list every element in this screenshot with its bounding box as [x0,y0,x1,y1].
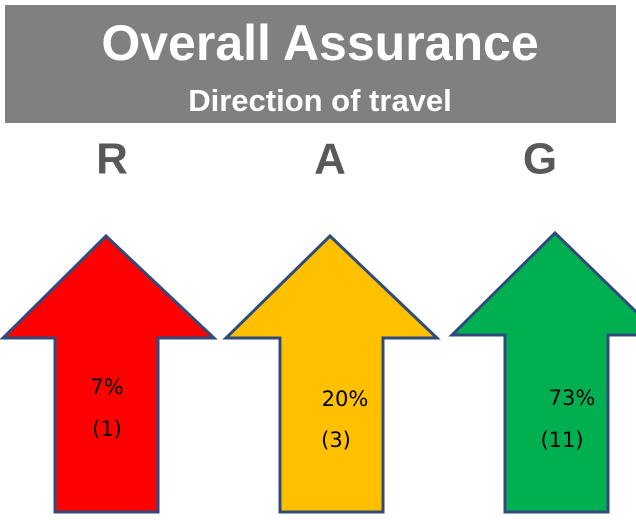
count-label: (3) [321,428,351,452]
amber-arrow [222,233,441,514]
letter: G [523,135,557,184]
green-arrow [448,230,636,514]
percent-label: 20% [322,387,369,411]
count-label: (1) [92,417,122,441]
letter: A [314,135,346,184]
count-label: (11) [540,428,583,452]
title: Overall Assurance [101,15,538,71]
red-arrow [0,233,218,514]
percent-label: 73% [549,386,596,410]
header-banner [5,5,616,123]
percent-label: 7% [90,375,123,399]
letter: R [96,135,128,184]
subtitle: Direction of travel [188,83,452,118]
